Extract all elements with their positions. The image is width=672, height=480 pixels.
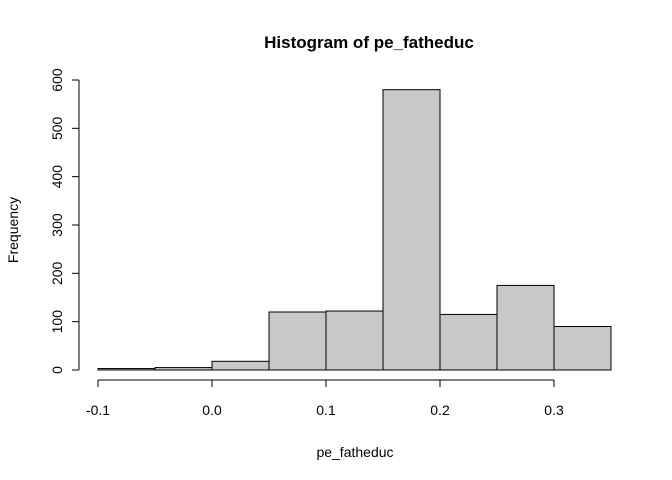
x-axis-label: pe_fatheduc [316,444,393,460]
y-tick-label-1: 100 [49,310,65,334]
y-tick-label-5: 500 [49,116,65,140]
x-tick-label-0: -0.1 [86,402,110,418]
histogram-bar-7 [497,285,554,370]
x-axis: -0.1 0.0 0.1 0.2 0.3 [86,380,564,418]
histogram-bar-5 [383,90,440,370]
y-tick-label-4: 400 [49,165,65,189]
histogram-bar-6 [440,314,497,370]
y-tick-label-3: 300 [49,213,65,237]
histogram-bar-8 [554,327,611,371]
y-tick-label-6: 600 [49,68,65,92]
y-axis-label: Frequency [5,197,21,263]
y-tick-label-2: 200 [49,261,65,285]
x-tick-label-3: 0.2 [430,402,450,418]
y-tick-label-0: 0 [49,366,65,374]
histogram-bar-1 [155,368,212,370]
y-axis: 0 100 200 300 400 500 600 [49,68,79,374]
x-tick-label-4: 0.3 [544,402,564,418]
histogram-bar-4 [326,311,383,370]
histogram-bar-3 [269,312,326,370]
bars-group [98,90,611,370]
x-tick-label-1: 0.0 [202,402,222,418]
x-tick-label-2: 0.1 [316,402,336,418]
chart-title: Histogram of pe_fatheduc [264,33,474,52]
histogram-bar-2 [212,361,269,370]
histogram-bar-0 [98,369,155,370]
